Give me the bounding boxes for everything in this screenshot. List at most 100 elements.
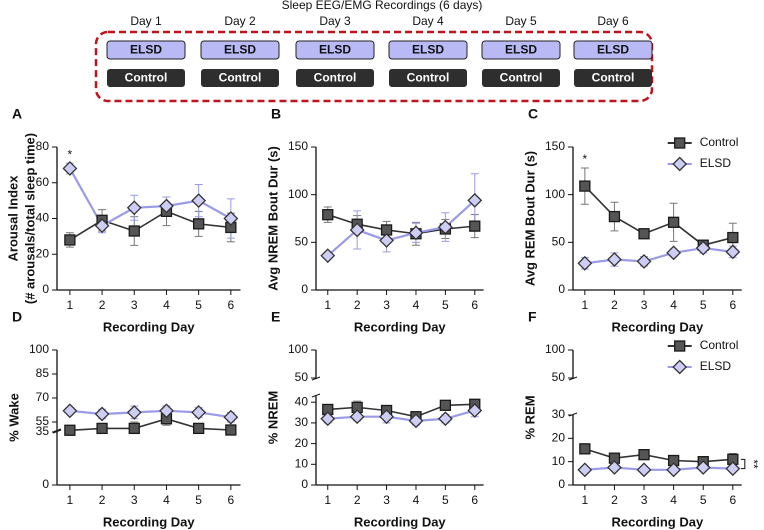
y-tick-label: 0 bbox=[558, 282, 565, 296]
day-label: Day 2 bbox=[224, 14, 256, 28]
data-point bbox=[128, 225, 140, 237]
y-axis-label: Avg REM Bout Dur (s) bbox=[522, 151, 537, 286]
data-point bbox=[64, 234, 76, 246]
y-tick-label: 100 bbox=[29, 342, 49, 356]
data-point bbox=[636, 253, 652, 269]
y-tick-label: 30 bbox=[552, 407, 566, 421]
series-line bbox=[584, 448, 733, 463]
y-tick-label: 60 bbox=[36, 175, 50, 189]
data-point bbox=[320, 411, 336, 427]
data-point bbox=[666, 245, 682, 261]
y-tick-label: 50 bbox=[552, 235, 566, 249]
x-tick-label: 1 bbox=[67, 493, 74, 507]
legend-label: Control bbox=[700, 135, 739, 149]
x-tick-label: 4 bbox=[670, 298, 677, 312]
data-point bbox=[96, 422, 108, 435]
x-tick-label: 5 bbox=[442, 298, 449, 312]
y-tick-label: 80 bbox=[36, 139, 50, 153]
y-tick-label: 50 bbox=[552, 370, 566, 384]
data-point bbox=[469, 220, 481, 232]
data-point bbox=[128, 422, 140, 435]
significance-star: * bbox=[68, 147, 73, 161]
y-axis-label: Avg NREM Bout Dur (s) bbox=[265, 146, 280, 291]
y-tick-label: 50 bbox=[295, 370, 309, 384]
series-line bbox=[69, 417, 231, 432]
x-axis-label: Recording Day bbox=[103, 514, 196, 529]
data-point bbox=[349, 409, 365, 425]
x-tick-label: 3 bbox=[131, 298, 138, 312]
x-tick-label: 6 bbox=[729, 493, 736, 507]
y-tick-label: 10 bbox=[295, 456, 309, 470]
data-point bbox=[467, 403, 483, 418]
data-point bbox=[607, 460, 622, 475]
y-tick-label: 55 bbox=[36, 414, 50, 428]
x-tick-label: 6 bbox=[471, 493, 478, 507]
y-tick-label: 0 bbox=[301, 282, 308, 296]
control-box-label: Control bbox=[125, 71, 168, 85]
legend-marker bbox=[674, 340, 686, 352]
x-tick-label: 4 bbox=[413, 493, 420, 507]
y-tick-label: 0 bbox=[558, 477, 565, 491]
x-tick-label: 4 bbox=[413, 298, 420, 312]
day-label: Day 1 bbox=[130, 14, 162, 28]
y-axis-label: (# arousals/total sleep time) bbox=[22, 133, 37, 304]
x-axis-label: Recording Day bbox=[354, 514, 447, 529]
x-tick-label: 5 bbox=[700, 298, 707, 312]
data-point bbox=[126, 200, 142, 216]
elsd-box-label: ELSD bbox=[412, 43, 444, 57]
x-tick-label: 1 bbox=[581, 493, 588, 507]
data-point bbox=[607, 252, 622, 267]
data-point bbox=[191, 404, 207, 420]
x-tick-label: 2 bbox=[611, 493, 618, 507]
series-line bbox=[68, 167, 232, 228]
x-tick-label: 3 bbox=[383, 493, 390, 507]
x-tick-label: 6 bbox=[227, 298, 234, 312]
data-point bbox=[62, 161, 78, 176]
control-box bbox=[574, 69, 652, 87]
x-tick-label: 1 bbox=[324, 298, 331, 312]
day-label: Day 4 bbox=[412, 14, 444, 28]
data-point bbox=[638, 449, 650, 461]
data-point bbox=[94, 218, 110, 234]
control-box bbox=[107, 69, 185, 87]
y-tick-label: 0 bbox=[42, 477, 49, 491]
data-point bbox=[667, 216, 680, 228]
elsd-box-label: ELSD bbox=[224, 43, 256, 57]
data-point bbox=[192, 218, 205, 230]
data-point bbox=[159, 198, 174, 214]
data-point bbox=[191, 193, 207, 209]
legend-label: ELSD bbox=[700, 156, 732, 170]
panel-letter: F bbox=[528, 309, 537, 325]
data-point bbox=[638, 228, 650, 240]
series-line bbox=[327, 409, 476, 422]
data-point bbox=[467, 192, 483, 208]
x-tick-label: 3 bbox=[383, 298, 390, 312]
elsd-box-label: ELSD bbox=[130, 43, 162, 57]
y-tick-label: 50 bbox=[295, 235, 309, 249]
data-point bbox=[636, 462, 652, 478]
data-point bbox=[94, 406, 110, 422]
data-point bbox=[64, 424, 76, 436]
control-box-label: Control bbox=[407, 71, 450, 85]
y-tick-label: 20 bbox=[295, 436, 309, 450]
control-box bbox=[389, 69, 467, 87]
y-tick-label: 100 bbox=[288, 187, 308, 201]
data-point bbox=[408, 225, 424, 241]
elsd-box bbox=[295, 40, 375, 60]
x-tick-label: 6 bbox=[471, 298, 478, 312]
panel-letter: A bbox=[12, 106, 22, 122]
control-box-label: Control bbox=[592, 71, 635, 85]
control-box-label: Control bbox=[314, 71, 357, 85]
legend-marker bbox=[674, 137, 686, 149]
y-tick-label: 100 bbox=[288, 342, 308, 356]
y-tick-label: 150 bbox=[288, 139, 308, 153]
day-label: Day 3 bbox=[319, 14, 351, 28]
data-point bbox=[725, 461, 741, 477]
x-tick-label: 6 bbox=[227, 493, 234, 507]
elsd-box bbox=[573, 40, 653, 60]
x-tick-label: 4 bbox=[163, 298, 170, 312]
data-point bbox=[579, 443, 591, 455]
x-tick-label: 6 bbox=[729, 298, 736, 312]
data-point bbox=[62, 403, 78, 419]
